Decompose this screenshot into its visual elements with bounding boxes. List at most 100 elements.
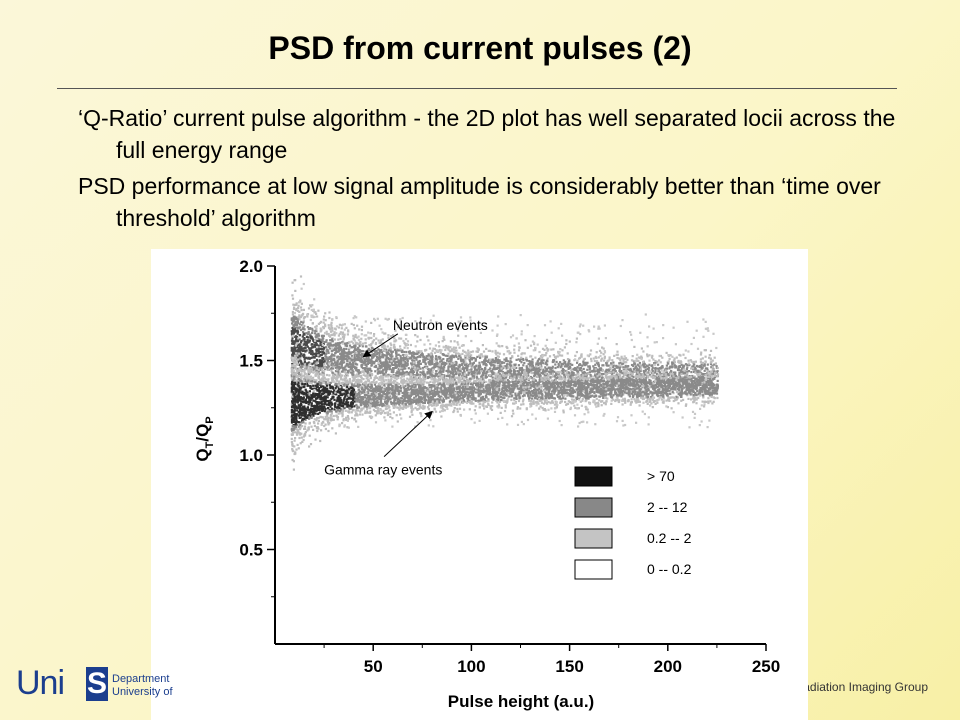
density-cell <box>579 400 582 403</box>
density-cell <box>388 360 391 363</box>
density-cell <box>345 388 348 391</box>
density-cell <box>331 354 334 357</box>
density-cell <box>643 383 646 386</box>
density-cell <box>386 368 389 371</box>
density-cell <box>544 366 547 369</box>
density-cell <box>597 389 600 392</box>
density-cell <box>527 368 530 371</box>
density-cell <box>513 351 516 354</box>
density-cell <box>319 350 322 353</box>
density-cell <box>505 345 508 348</box>
density-cell <box>716 386 719 390</box>
density-cell <box>327 357 331 361</box>
density-cell <box>350 322 353 325</box>
density-cell <box>396 349 399 352</box>
density-cell <box>468 360 472 363</box>
density-cell <box>634 375 637 379</box>
density-cell <box>672 374 676 377</box>
density-cell <box>500 362 504 365</box>
density-cell <box>419 338 422 342</box>
density-cell <box>392 363 395 366</box>
density-cell <box>554 357 557 360</box>
density-cell <box>370 343 373 346</box>
density-cell <box>575 351 578 354</box>
density-cell <box>386 366 389 369</box>
density-cell <box>438 390 441 394</box>
density-cell <box>492 364 495 367</box>
density-cell <box>654 362 657 365</box>
density-cell <box>504 365 507 368</box>
density-cell <box>303 360 306 363</box>
density-cell <box>301 354 304 357</box>
title-divider <box>57 88 897 89</box>
density-cell <box>546 357 549 360</box>
density-cell <box>320 348 324 351</box>
density-cell <box>352 383 355 386</box>
density-cell <box>305 343 308 346</box>
density-cell <box>519 369 522 372</box>
density-cell <box>290 421 294 424</box>
density-cell <box>480 375 483 378</box>
density-cell <box>421 382 424 385</box>
density-cell <box>311 353 314 356</box>
density-cell <box>377 367 380 370</box>
density-cell <box>346 371 349 374</box>
density-cell <box>555 372 558 375</box>
density-cell <box>643 389 646 392</box>
density-cell <box>298 338 301 341</box>
density-cell <box>425 355 428 358</box>
density-cell <box>403 346 406 349</box>
density-cell <box>638 361 641 365</box>
density-cell <box>311 363 314 366</box>
density-cell <box>442 381 445 384</box>
density-cell <box>427 339 430 342</box>
density-cell <box>371 341 374 344</box>
density-cell <box>375 365 378 369</box>
density-cell <box>298 343 301 346</box>
density-cell <box>327 345 330 348</box>
density-cell <box>328 356 331 359</box>
density-cell <box>654 371 657 374</box>
density-cell <box>447 370 450 373</box>
density-cell <box>446 379 449 382</box>
density-cell <box>600 357 604 360</box>
density-cell <box>366 367 369 370</box>
density-cell <box>621 372 624 375</box>
density-cell <box>545 395 548 398</box>
density-cell <box>491 350 494 353</box>
density-cell <box>375 376 379 379</box>
density-cell <box>582 367 585 371</box>
density-cell <box>341 355 344 358</box>
density-cell <box>589 349 593 352</box>
density-cell <box>356 354 359 357</box>
density-cell <box>305 349 308 352</box>
density-cell <box>503 377 506 381</box>
density-cell <box>593 366 596 370</box>
density-cell <box>353 355 356 359</box>
density-cell <box>521 368 524 371</box>
density-cell <box>462 367 465 371</box>
density-cell <box>527 363 530 366</box>
density-cell <box>442 337 445 340</box>
density-cell <box>350 359 353 362</box>
density-cell <box>622 362 625 365</box>
density-cell <box>484 368 487 371</box>
density-cell <box>637 356 640 359</box>
density-cell <box>360 364 363 367</box>
density-cell <box>675 391 679 394</box>
density-cell <box>668 399 671 402</box>
density-cell <box>522 364 525 367</box>
density-cell <box>419 353 422 356</box>
density-cell <box>637 389 640 392</box>
density-cell <box>571 381 574 384</box>
density-cell <box>460 401 463 404</box>
density-cell <box>308 393 311 396</box>
density-cell <box>379 372 382 375</box>
density-cell <box>299 275 303 278</box>
density-cell <box>563 365 566 368</box>
density-cell <box>643 377 646 380</box>
density-cell <box>295 355 299 358</box>
density-cell <box>316 364 319 367</box>
density-cell <box>473 365 477 368</box>
density-cell <box>346 355 349 358</box>
